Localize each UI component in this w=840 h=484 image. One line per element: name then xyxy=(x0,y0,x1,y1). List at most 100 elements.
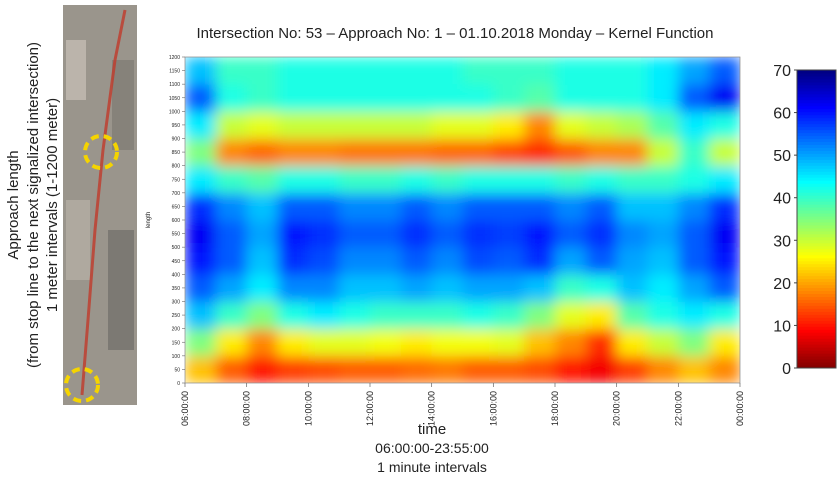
heat-cell xyxy=(431,301,463,330)
colorbar-step xyxy=(797,204,836,208)
colorbar-step xyxy=(797,272,836,277)
colorbar-tick-label: 40 xyxy=(773,191,791,208)
heat-cell xyxy=(185,192,217,221)
colorbar-step xyxy=(797,326,836,330)
colorbar-step xyxy=(797,335,836,339)
colorbar-step xyxy=(797,111,836,116)
colorbar-step xyxy=(797,180,836,184)
heat-cell xyxy=(493,220,525,248)
heat-cell xyxy=(370,111,402,139)
heat-cell xyxy=(277,274,309,302)
heat-cell xyxy=(339,138,371,167)
heat-cell xyxy=(431,328,463,357)
x-tick-label: 08:00:00 xyxy=(242,391,252,426)
y-tick-label: 1200 xyxy=(169,55,180,61)
x-tick-label: 22:00:00 xyxy=(673,391,683,426)
heat-cell xyxy=(555,165,587,194)
heat-cell xyxy=(709,328,740,357)
heat-cell xyxy=(647,111,679,139)
heat-cell xyxy=(493,192,525,221)
x-axis-note: 1 minute intervals xyxy=(377,459,487,475)
colorbar-tick-label: 50 xyxy=(773,148,791,165)
heat-cell xyxy=(524,328,556,357)
heat-cell xyxy=(462,57,494,85)
y-tick-label: 800 xyxy=(172,164,181,170)
colorbar-step xyxy=(797,356,836,360)
y-tick-label: 950 xyxy=(172,123,181,129)
heat-cell xyxy=(616,274,648,302)
heat-cell xyxy=(370,84,402,112)
colorbar-step xyxy=(797,314,836,318)
colorbar-tick-label: 70 xyxy=(773,63,791,80)
heat-cell xyxy=(524,301,556,330)
heat-cell xyxy=(246,111,278,139)
heat-cell xyxy=(462,355,494,383)
heat-cell xyxy=(555,192,587,221)
heat-cell xyxy=(370,220,402,248)
colorbar-step xyxy=(797,266,836,271)
colorbar-step xyxy=(797,165,836,169)
colorbar-tick-label: 20 xyxy=(773,276,791,293)
colorbar-step xyxy=(797,317,836,321)
heat-cell xyxy=(616,138,648,167)
heat-cell xyxy=(246,57,278,85)
colorbar-step xyxy=(797,126,836,131)
x-tick-label: 12:00:00 xyxy=(365,391,375,426)
heat-cell xyxy=(616,328,648,357)
heat-cell xyxy=(370,57,402,85)
heat-cell xyxy=(524,57,556,85)
colorbar-step xyxy=(797,347,836,351)
heatmap xyxy=(185,57,740,383)
heat-cell xyxy=(185,165,217,194)
heat-cell xyxy=(339,355,371,383)
colorbar-step xyxy=(797,248,836,253)
colorbar-step xyxy=(797,224,836,229)
map-photo xyxy=(63,5,137,405)
heat-cell xyxy=(678,138,710,167)
heat-cell xyxy=(215,301,248,330)
heat-cell xyxy=(246,247,278,275)
colorbar-step xyxy=(797,138,836,143)
heat-cell xyxy=(647,355,679,383)
heat-cell xyxy=(678,111,710,139)
heat-cell xyxy=(462,247,494,275)
colorbar-step xyxy=(797,242,836,247)
heat-cell xyxy=(709,301,740,330)
heat-cell xyxy=(555,57,587,85)
heat-cell xyxy=(370,192,402,221)
heat-cell xyxy=(215,247,248,275)
colorbar-step xyxy=(797,156,836,160)
heat-cell xyxy=(339,84,371,112)
heat-cell xyxy=(339,192,371,221)
heat-cell xyxy=(647,57,679,85)
heat-cell xyxy=(185,328,217,357)
heat-cell xyxy=(339,57,371,85)
heat-cell xyxy=(370,247,402,275)
heat-cell xyxy=(493,138,525,167)
heat-cell xyxy=(493,274,525,302)
colorbar-step xyxy=(797,365,836,369)
colorbar-step xyxy=(797,102,836,107)
colorbar-step xyxy=(797,195,836,199)
colorbar-step xyxy=(797,341,836,345)
colorbar-step xyxy=(797,323,836,327)
heat-cell xyxy=(339,274,371,302)
y-tick-label: 550 xyxy=(172,232,181,238)
heat-cell xyxy=(616,57,648,85)
colorbar-step xyxy=(797,159,836,163)
colorbar-step xyxy=(797,99,836,104)
colorbar-step xyxy=(797,281,836,286)
colorbar-step xyxy=(797,210,836,214)
heat-cell xyxy=(246,165,278,194)
annotation: 1 meter intervals (1-1200 meter) xyxy=(44,98,61,312)
colorbar-tick-label: 0 xyxy=(782,361,791,378)
y-tick-label: 450 xyxy=(172,259,181,265)
heat-cell xyxy=(647,192,679,221)
colorbar-step xyxy=(797,105,836,110)
heat-cell xyxy=(524,247,556,275)
colorbar-step xyxy=(797,171,836,175)
heat-cell xyxy=(493,247,525,275)
heat-cell xyxy=(277,84,309,112)
heat-cell xyxy=(524,138,556,167)
